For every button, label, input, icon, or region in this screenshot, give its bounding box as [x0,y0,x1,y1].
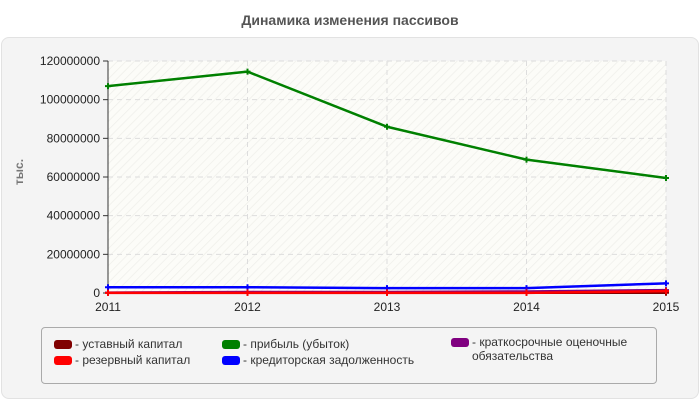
legend-label: - прибыль (убыток) [243,337,350,351]
legend-swatch [54,356,72,365]
data-point-marker[interactable] [384,289,390,296]
y-tick-label: 100000000 [40,93,100,107]
x-tick-label: 2012 [234,300,261,314]
data-point-marker[interactable] [105,289,111,296]
x-tick-label: 2013 [374,300,401,314]
y-tick-label: 60000000 [47,170,101,184]
legend-label: - кредиторская задолженность [243,353,415,367]
data-point-marker[interactable] [244,289,251,296]
legend-label: - уставный капитал [75,337,183,351]
chart-title: Динамика изменения пассивов [241,12,459,28]
data-point-marker[interactable] [663,280,669,287]
data-point-marker[interactable] [105,83,111,90]
x-tick-label: 2015 [653,300,680,314]
data-point-marker[interactable] [663,174,669,181]
legend-swatch [451,338,469,347]
legend-label: - краткосрочные оценочные обязательства [472,335,628,363]
x-tick-label: 2014 [513,300,540,314]
y-tick-label: 40000000 [47,209,101,223]
legend-swatch [54,340,72,349]
data-point-marker[interactable] [105,284,111,291]
y-axis-label: тыс. [12,158,27,186]
legend-item-kratkosrochnye[interactable]: - краткосрочные оценочные обязательства [451,335,651,363]
x-tick-label: 2011 [95,300,121,314]
data-point-marker[interactable] [384,123,390,130]
legend-item-ustavny-kapital[interactable]: - уставный капитал [54,337,182,351]
data-point-marker[interactable] [663,288,669,295]
legend-item-pribyl[interactable]: - прибыль (убыток) [222,337,349,351]
legend: - уставный капитал - резервный капитал -… [41,327,657,384]
data-point-marker[interactable] [523,289,530,296]
data-point-marker[interactable] [523,156,530,163]
y-tick-label: 20000000 [47,247,101,261]
y-tick-label: 80000000 [47,131,101,145]
legend-swatch [222,356,240,365]
y-tick-label: 0 [93,286,100,300]
legend-item-rezervny-kapital[interactable]: - резервный капитал [54,353,190,367]
legend-swatch [222,340,240,349]
y-tick-label: 120000000 [40,54,100,68]
legend-label: - резервный капитал [75,353,191,367]
data-point-marker[interactable] [244,68,251,75]
legend-item-kreditorskaya[interactable]: - кредиторская задолженность [222,353,414,367]
